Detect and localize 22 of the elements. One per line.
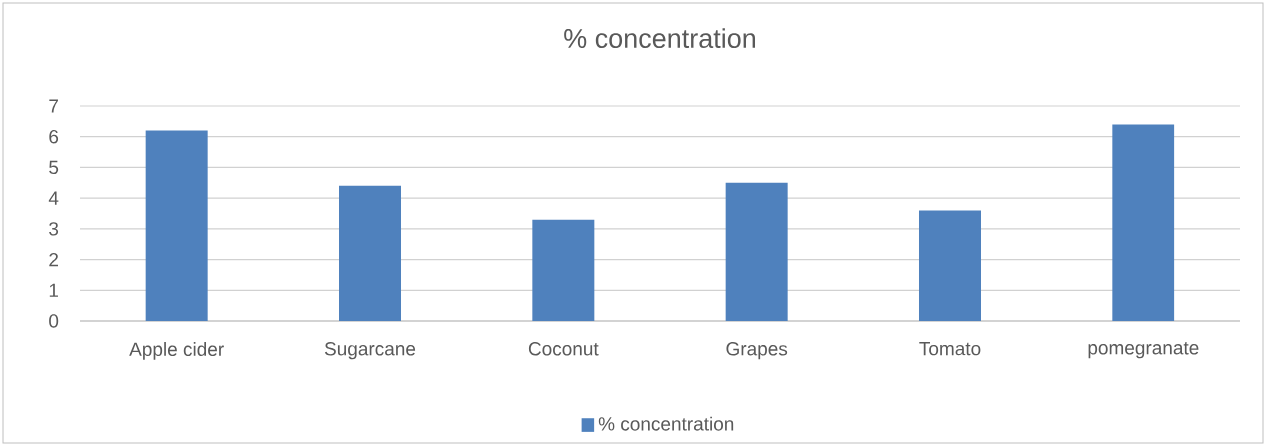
y-tick-label: 4 xyxy=(48,191,59,205)
y-tick-label: 2 xyxy=(49,252,58,267)
y-tick-label: 1 xyxy=(49,283,58,297)
y-tick-label: 3 xyxy=(49,222,59,236)
chart-title: % concentration xyxy=(564,28,756,49)
x-tick-label: Grapes xyxy=(726,342,788,360)
bar xyxy=(1112,124,1175,321)
x-tick-label: Sugarcane xyxy=(324,342,416,360)
y-tick-label: 6 xyxy=(49,130,59,144)
y-tick-label: 5 xyxy=(49,160,59,175)
x-tick-label: Tomato xyxy=(919,342,981,356)
x-tick-label: Coconut xyxy=(528,342,599,356)
x-tick-label: Apple cider xyxy=(129,342,224,360)
bar xyxy=(725,182,788,321)
legend-label: % concentration xyxy=(598,416,734,431)
bar xyxy=(339,185,401,321)
bar xyxy=(532,219,595,321)
bar xyxy=(145,130,208,321)
y-tick-label: 0 xyxy=(49,314,59,328)
y-tick-label: 7 xyxy=(49,99,58,113)
x-tick-label: pomegranate xyxy=(1088,342,1199,359)
bar xyxy=(918,210,981,321)
